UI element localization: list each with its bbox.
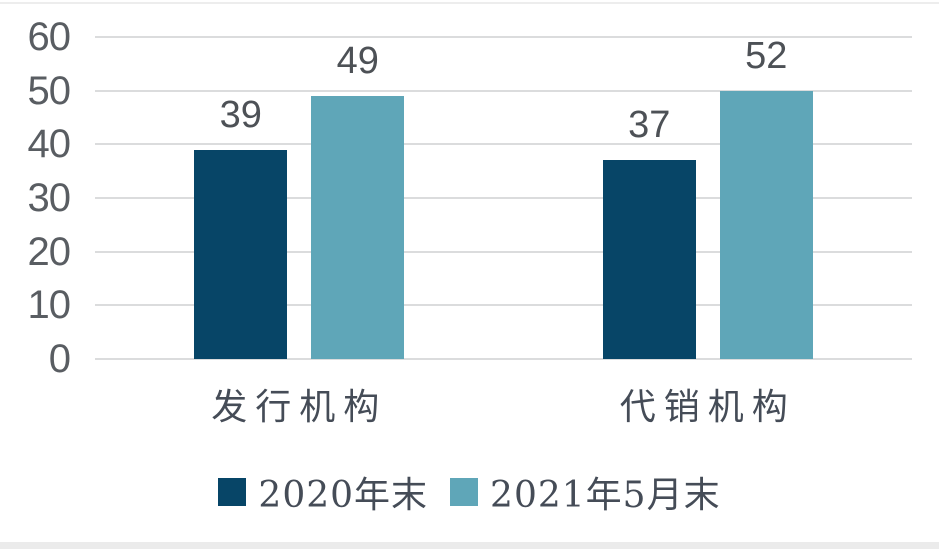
gridline-20 (95, 250, 912, 253)
legend-item-2: 2021年5月末 (450, 466, 721, 518)
top-border-line (0, 2, 939, 4)
gridline-30 (95, 197, 912, 199)
y-tick-label: 60 (27, 15, 72, 59)
y-tick-label: 0 (48, 337, 71, 381)
legend-swatch-icon (450, 478, 479, 506)
chart-legend: 2020年末 2021年5月末 (0, 466, 939, 518)
gridline-0 (95, 358, 912, 360)
gridline-40 (95, 143, 912, 146)
y-tick-label: 30 (27, 176, 72, 220)
bar-series2-cat2 (719, 91, 813, 359)
y-tick-label: 20 (27, 229, 72, 274)
bar-value-label: 37 (628, 104, 671, 147)
bar-value-label: 49 (336, 40, 379, 83)
bar-series1-cat1 (194, 149, 288, 359)
legend-item-1: 2020年末 (218, 466, 428, 518)
bar-column: 39 (194, 37, 288, 359)
legend-item-label: 2020年末 (258, 475, 429, 516)
bar-series2-cat1 (311, 96, 405, 359)
bar-column: 37 (602, 37, 696, 359)
y-tick-label: 50 (27, 68, 72, 113)
bar-value-label: 39 (219, 93, 262, 136)
category-label: 代销机构 (619, 387, 796, 428)
y-tick-label: 10 (27, 283, 72, 328)
bar-value-label: 52 (745, 35, 788, 77)
x-axis-labels: 发行机构 代销机构 (95, 378, 912, 430)
gridline-10 (95, 304, 912, 307)
category-label: 发行机构 (211, 387, 388, 428)
gridline-50 (95, 89, 912, 92)
bottom-border-strip (0, 542, 939, 549)
y-axis: 0 10 20 30 40 50 60 (0, 17, 72, 379)
plot-area: 39 49 37 52 (95, 36, 913, 360)
bar-column: 52 (719, 35, 813, 359)
bar-column: 49 (311, 37, 405, 359)
y-tick-label: 40 (27, 122, 72, 167)
bar-group-2: 37 52 (504, 37, 913, 359)
bar-group-1: 39 49 (95, 37, 504, 359)
bar-series1-cat2 (602, 160, 696, 359)
legend-item-label: 2021年5月末 (490, 475, 721, 516)
legend-swatch-icon (218, 478, 247, 506)
gridline-60 (95, 36, 912, 38)
